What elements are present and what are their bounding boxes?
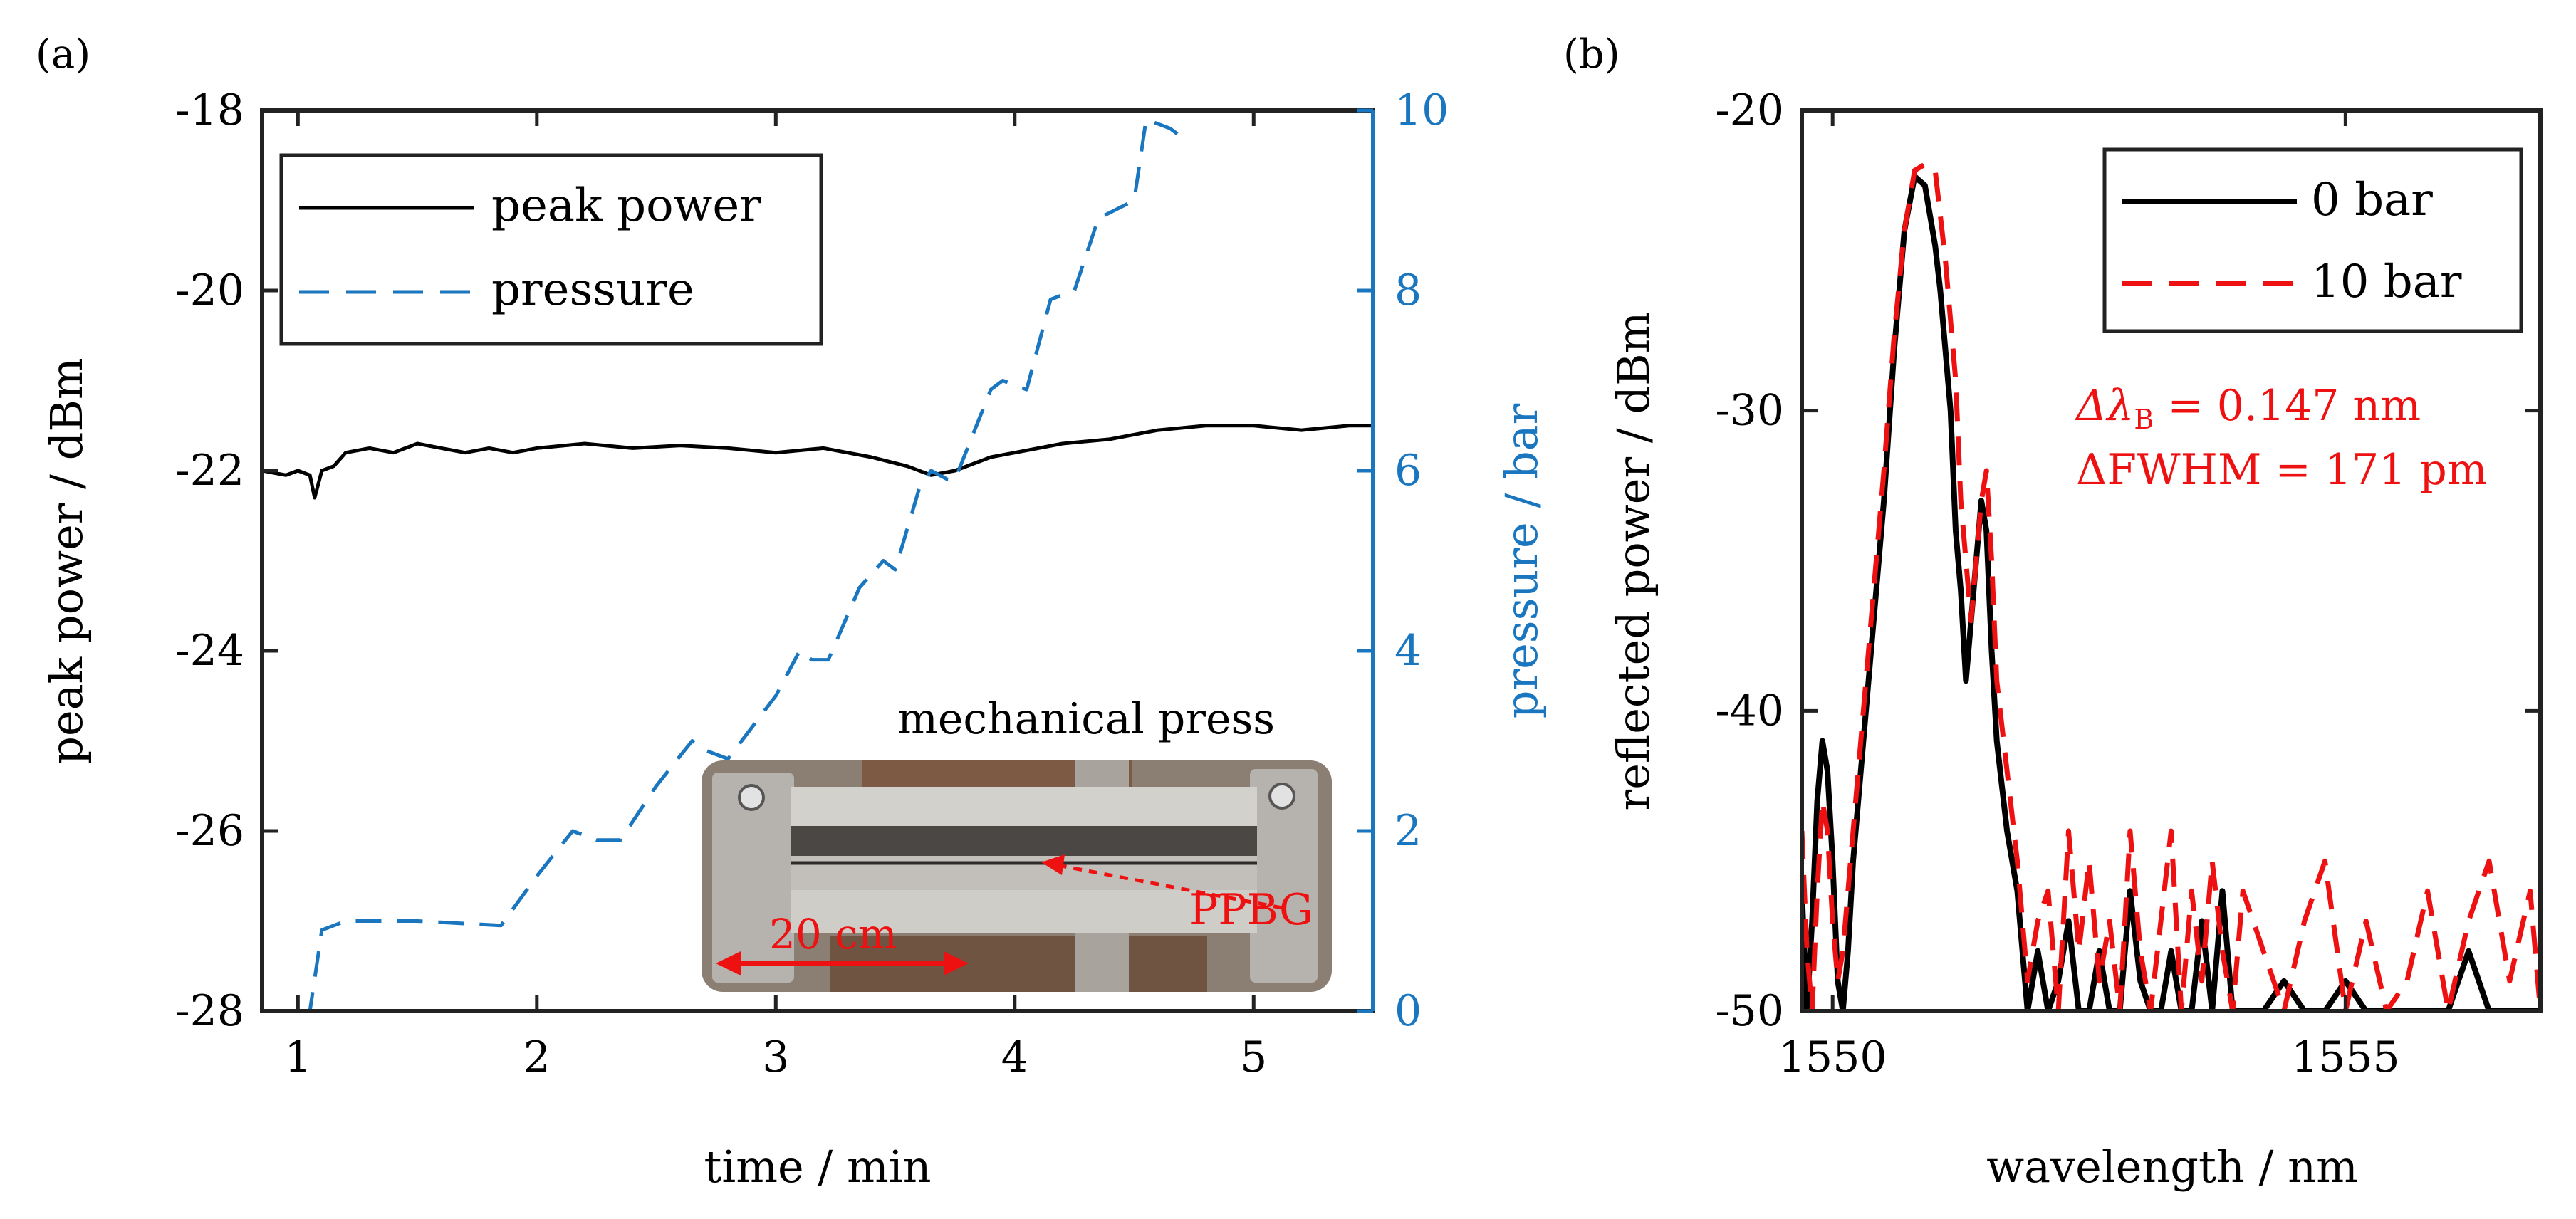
y-tick-label: -28 (175, 986, 244, 1036)
legend-label-pressure: pressure (491, 263, 694, 316)
y2-tick-label: 4 (1394, 626, 1422, 676)
y2-tick-label: 8 (1394, 266, 1422, 315)
y-tick-label: -26 (175, 806, 244, 856)
y2-tick-label: 2 (1394, 806, 1422, 856)
y-tick-label: -20 (175, 266, 244, 315)
panel-a-y2-ticks: 0 2 4 6 8 10 (1357, 85, 1449, 1036)
panel-a-x-label: time / min (704, 1141, 931, 1193)
bragg-shift-value: = 0.147 nm (2154, 381, 2421, 431)
fwhm-annotation: ΔFWHM = 171 pm (2076, 445, 2488, 495)
press-middle-beam (791, 856, 1257, 890)
ppbg-label: PPBG (1189, 885, 1313, 935)
y-tick-label: -18 (175, 85, 244, 135)
panel-a-y-label: peak power / dBm (41, 357, 93, 764)
y-tick-label: -50 (1715, 986, 1784, 1036)
panel-a-x-ticks: 1 2 3 4 5 (284, 110, 1267, 1082)
panel-b-axes-frame (1800, 108, 2543, 1013)
y-tick-label: -30 (1715, 386, 1784, 436)
legend-label-10-bar: 10 bar (2311, 256, 2462, 308)
x-tick-label: 1555 (2291, 1032, 2400, 1082)
y-tick-label: -22 (175, 446, 244, 496)
press-lower-beam (791, 890, 1257, 933)
panel-a-y2-label: pressure / bar (1496, 403, 1548, 718)
y2-tick-label: 6 (1394, 446, 1422, 496)
panel-b-legend: 0 bar 10 bar (2102, 147, 2523, 333)
press-bolt-left (738, 784, 765, 811)
panel-b: (b) -20 -30 -40 -50 1550 1555 wavelength / n… (1563, 31, 2543, 1193)
press-inset-caption: mechanical press (897, 694, 1275, 744)
y-tick-label: -24 (175, 626, 244, 676)
panel-b-x-ticks: 1550 1555 (1778, 110, 2400, 1082)
y2-tick-label: 0 (1394, 986, 1422, 1036)
x-tick-label: 2 (523, 1032, 551, 1082)
bragg-shift-annotation: ΔλB = 0.147 nm (2075, 381, 2421, 435)
legend-label-0-bar: 0 bar (2311, 174, 2433, 226)
x-tick-label: 4 (1001, 1032, 1028, 1082)
bragg-shift-symbol: Δλ (2075, 381, 2134, 431)
series-line-peak-power (262, 424, 1373, 500)
series-line-0-bar (1802, 173, 2540, 1011)
panel-a-legend-box (279, 153, 823, 346)
press-left-bracket (712, 773, 794, 983)
panel-b-series (1802, 162, 2540, 1011)
press-upper-beam (791, 787, 1257, 826)
scale-bar-left-arrowhead (716, 951, 741, 975)
y2-tick-label: 10 (1394, 85, 1449, 135)
panel-b-label: (b) (1563, 31, 1620, 78)
panel-a-series (262, 117, 1373, 1011)
bragg-shift-subscript: B (2134, 404, 2154, 435)
panel-b-legend-box (2102, 147, 2523, 333)
press-inset: mechanical press PPBG 20 cm (702, 694, 1332, 992)
press-right-bracket (1250, 769, 1318, 983)
press-bolt-right (1268, 783, 1295, 810)
ppbg-pointer-arrowhead (1041, 854, 1065, 875)
panel-b-y-ticks: -20 -30 -40 -50 (1715, 85, 2540, 1036)
panel-a-legend: peak power pressure (279, 153, 823, 346)
x-tick-label: 3 (762, 1032, 789, 1082)
series-line-pressure (262, 117, 1184, 1011)
y-tick-label: -40 (1715, 686, 1784, 736)
panel-a-y-ticks: -18 -20 -22 -24 -26 -28 (175, 85, 278, 1036)
press-gap (791, 826, 1257, 856)
y-tick-label: -20 (1715, 85, 1784, 135)
scale-bar-label: 20 cm (769, 910, 897, 958)
panel-b-y-label: reflected power / dBm (1607, 312, 1659, 811)
x-tick-label: 5 (1240, 1032, 1267, 1082)
x-tick-label: 1 (284, 1032, 311, 1082)
x-tick-label: 1550 (1778, 1032, 1887, 1082)
series-line-10-bar (1802, 162, 2540, 1011)
ppbg-pointer-line (1057, 863, 1283, 910)
panel-a-label: (a) (36, 31, 90, 78)
legend-label-peak-power: peak power (491, 179, 761, 232)
panel-b-x-label: wavelength / nm (1986, 1141, 2358, 1193)
scale-bar-right-arrowhead (944, 951, 969, 975)
